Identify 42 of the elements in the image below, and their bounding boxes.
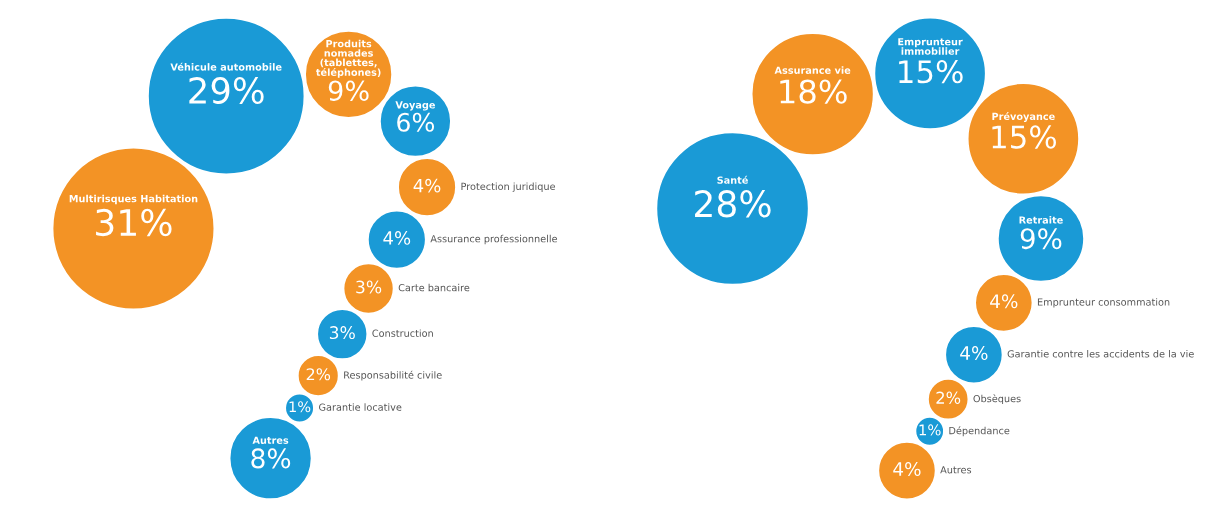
data-label: 15% xyxy=(992,125,1056,149)
category-label: Autres xyxy=(940,466,972,474)
data-label: 29% xyxy=(189,77,264,104)
category-label: Garantie locative xyxy=(319,403,402,411)
data-label: 31% xyxy=(96,208,172,237)
category-label: Produits nomades (tablettes, téléphones) xyxy=(316,39,381,78)
category-label: Dépendance xyxy=(949,426,1010,437)
data-label: 3% xyxy=(329,326,355,340)
category-label: Prévoyance xyxy=(992,112,1055,122)
category-label: Multirisques Habitation xyxy=(69,194,198,205)
category-label: Véhicule automobile xyxy=(170,62,282,71)
data-label: 4% xyxy=(383,231,411,245)
data-label: 8% xyxy=(251,448,291,469)
data-label: 1% xyxy=(919,424,941,436)
data-label: 6% xyxy=(397,112,435,132)
data-label: 18% xyxy=(780,79,847,104)
data-label: 4% xyxy=(960,346,988,361)
category-label: Construction xyxy=(372,329,433,337)
category-label: Responsabilité civile xyxy=(344,370,442,381)
data-label: 15% xyxy=(899,60,963,84)
category-label: Voyage xyxy=(395,101,435,111)
category-label: Carte bancaire xyxy=(398,283,470,292)
category-label: Autres xyxy=(252,436,289,444)
data-label: 3% xyxy=(356,280,382,294)
category-label: Assurance professionnelle xyxy=(430,234,558,245)
data-label: 9% xyxy=(328,80,369,102)
data-label: 4% xyxy=(893,461,921,476)
category-label: Garantie contre les accidents de la vie xyxy=(1007,349,1194,358)
data-label: 28% xyxy=(695,190,771,218)
data-label: 9% xyxy=(1020,228,1062,250)
category-label: Obsèques xyxy=(973,394,1021,405)
category-label: Retraite xyxy=(1019,216,1063,224)
data-label: 2% xyxy=(306,368,331,381)
data-label: 4% xyxy=(413,178,441,193)
category-label: Protection juridique xyxy=(461,182,556,192)
category-label: Santé xyxy=(717,175,748,184)
data-label: 4% xyxy=(990,294,1018,309)
category-label: Assurance vie xyxy=(774,66,851,74)
data-label: 1% xyxy=(289,401,311,413)
category-label: Emprunteur immobilier xyxy=(898,38,963,55)
data-label: 2% xyxy=(936,391,961,404)
category-label: Emprunteur consommation xyxy=(1037,298,1170,308)
